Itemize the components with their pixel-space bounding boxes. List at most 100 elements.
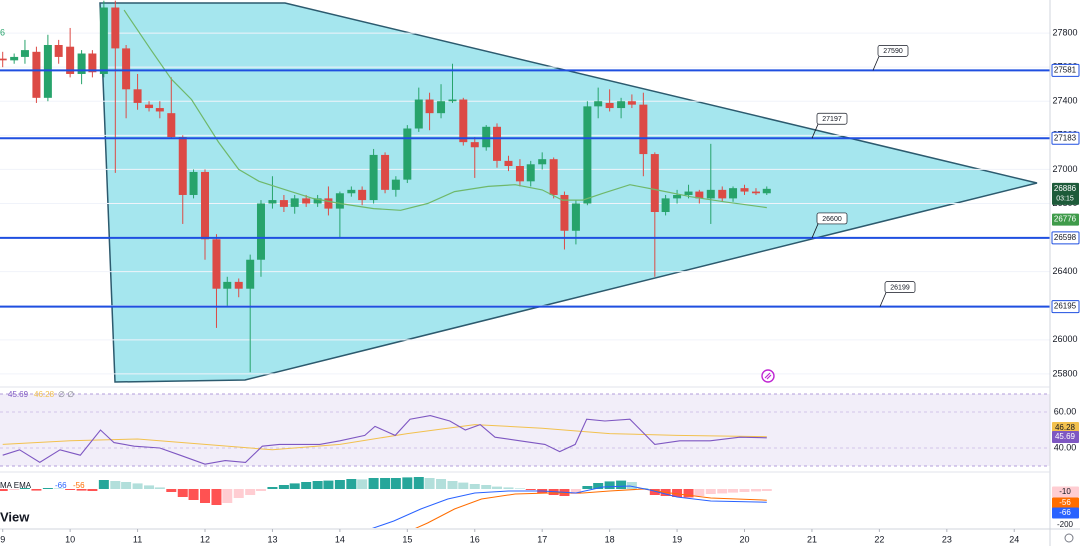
candle-body <box>729 188 738 199</box>
candle-body <box>470 142 479 148</box>
macd-value-box <box>1052 497 1079 509</box>
candle-body <box>403 128 412 180</box>
macd-histogram-bar <box>31 489 42 491</box>
macd-value-label: -56 <box>1059 498 1071 507</box>
candle-body <box>212 239 221 289</box>
candle-body <box>437 101 446 114</box>
candle-body <box>201 171 210 240</box>
candle-body <box>155 108 164 112</box>
macd-histogram-bar <box>121 482 132 489</box>
candle-body <box>391 179 400 190</box>
countdown-label: 03:15 <box>1056 196 1074 203</box>
macd-histogram-bar <box>42 488 53 489</box>
candle-body <box>77 53 86 74</box>
macd-histogram-bar <box>728 489 739 493</box>
macd-histogram-bar <box>503 487 514 489</box>
macd-histogram-bar <box>424 478 435 489</box>
x-tick-label: 22 <box>874 534 884 544</box>
candle-body <box>425 99 434 114</box>
candle-body <box>223 281 232 289</box>
macd-histogram-bar <box>481 485 492 489</box>
candle-body <box>706 189 715 199</box>
macd-histogram-bar <box>0 489 8 491</box>
macd-value-label: -10 <box>1059 487 1071 496</box>
tag-pointer <box>872 56 880 71</box>
x-tick-label: 16 <box>470 534 480 544</box>
candle-body <box>145 104 154 109</box>
watermark: View <box>0 509 30 524</box>
candle-body <box>639 104 648 155</box>
tag-box <box>816 112 848 125</box>
candle-body <box>560 194 569 231</box>
macd-tick-label: -200 <box>1057 520 1074 529</box>
x-tick-label: 14 <box>335 534 345 544</box>
macd-histogram-bar <box>65 489 76 490</box>
macd-histogram-bar <box>211 489 222 505</box>
candle-body <box>88 53 97 73</box>
tag-box <box>884 281 916 293</box>
candle-body <box>178 137 187 195</box>
macd-histogram-bar <box>672 489 683 497</box>
macd-panel <box>0 477 772 528</box>
candle-body <box>650 154 659 213</box>
macd-histogram-bar <box>278 485 289 489</box>
x-tick-label: 21 <box>807 534 817 544</box>
candle-body <box>526 164 535 182</box>
candle-body <box>661 198 670 213</box>
candle-body <box>605 102 614 109</box>
tag-box <box>877 45 909 57</box>
ma-value-box <box>1052 213 1079 226</box>
macd-histogram-bar <box>514 488 525 489</box>
macd-histogram-bar <box>683 489 694 498</box>
macd-histogram-bar <box>9 489 20 490</box>
candle-body <box>740 188 749 192</box>
candle-body <box>459 99 468 143</box>
x-tick-label: 24 <box>1009 534 1019 544</box>
macd-line <box>371 485 767 528</box>
candle-body <box>695 191 704 199</box>
candle-body <box>0 58 7 61</box>
macd-histogram-bar <box>761 489 772 491</box>
x-tick-label: 23 <box>942 534 952 544</box>
candle-body <box>504 160 513 166</box>
macd-histogram-bar <box>267 487 278 489</box>
rsi-value-box <box>1052 431 1079 443</box>
alert-icon[interactable] <box>761 369 775 383</box>
macd-legend-signal: -56 <box>73 481 85 490</box>
x-tick-label: 10 <box>65 534 75 544</box>
macd-histogram-bar <box>19 488 30 489</box>
macd-histogram-bar <box>739 489 750 492</box>
candle-body <box>20 50 29 57</box>
x-tick-label: 12 <box>200 534 210 544</box>
macd-histogram-bar <box>492 486 503 489</box>
macd-value-box <box>1052 486 1079 498</box>
x-tick-label: 19 <box>672 534 682 544</box>
candle-body <box>617 101 626 109</box>
macd-histogram-bar <box>346 479 357 489</box>
top-left-text: 6 <box>0 27 5 37</box>
rsi-band <box>0 394 1050 466</box>
rsi-legend-ma: 46.28 <box>34 390 55 399</box>
tag-pointer <box>879 292 887 307</box>
macd-histogram-bar <box>458 482 469 489</box>
macd-histogram-bar <box>177 489 188 497</box>
x-tick-label: 9 <box>0 534 5 544</box>
candle-body <box>111 7 120 49</box>
macd-histogram-bar <box>200 489 211 503</box>
ma-value-label: 26776 <box>1054 215 1077 224</box>
level-axis-label: 27581 <box>1054 65 1077 74</box>
candle-body <box>133 89 142 103</box>
candle-body <box>369 154 378 201</box>
macd-histogram-bar <box>626 482 637 489</box>
candle-body <box>718 189 727 199</box>
candle-body <box>627 101 636 105</box>
macd-histogram-bar <box>402 477 413 489</box>
candle-body <box>167 113 176 138</box>
last-price-box <box>1052 182 1079 205</box>
candle-body <box>571 203 580 231</box>
macd-histogram-bar <box>53 488 64 489</box>
settings-icon[interactable] <box>1064 533 1074 543</box>
candle-body <box>335 193 344 209</box>
candle-body <box>99 7 108 74</box>
candle-body <box>751 191 760 194</box>
